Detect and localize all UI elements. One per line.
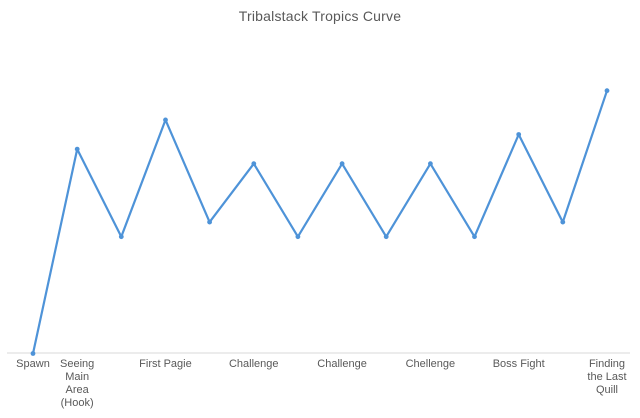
x-tick-label-line: Main bbox=[65, 371, 90, 383]
data-point-marker bbox=[118, 234, 124, 240]
x-tick-label-line: Chellenge bbox=[405, 358, 456, 370]
x-tick-label-line: Challenge bbox=[228, 358, 279, 370]
data-point-marker bbox=[251, 161, 257, 167]
data-point-marker bbox=[207, 219, 213, 225]
x-tick-label-line: Finding bbox=[588, 358, 626, 370]
data-point-marker bbox=[74, 146, 80, 152]
data-point-marker bbox=[604, 88, 610, 94]
data-point-marker bbox=[428, 161, 433, 167]
x-tick-label: Challenge bbox=[222, 358, 286, 371]
data-point-marker bbox=[30, 351, 36, 356]
x-tick-label-line: the Last bbox=[587, 371, 627, 383]
x-tick-label: Spawn bbox=[1, 358, 65, 371]
x-tick-label: First Pagie bbox=[133, 358, 197, 371]
x-tick-label: Seeing Main Area (Hook) bbox=[45, 358, 109, 410]
x-tick-label-line: Spawn bbox=[16, 358, 50, 370]
data-point-marker bbox=[472, 234, 477, 240]
x-tick-label: Chellenge bbox=[398, 358, 462, 371]
x-tick-label: Challenge bbox=[310, 358, 374, 371]
data-point-marker bbox=[560, 219, 566, 225]
x-tick-label: Finding the Last Quill bbox=[575, 358, 639, 397]
chart-title: Tribalstack Tropics Curve bbox=[238, 8, 402, 24]
x-tick-label-line: Boss Fight bbox=[492, 358, 545, 370]
data-point-marker bbox=[163, 117, 168, 123]
x-tick-label-line: Seeing bbox=[60, 358, 95, 370]
data-point-marker bbox=[383, 234, 389, 240]
x-tick-label-line: Quill bbox=[595, 384, 618, 396]
x-tick-label-line: Challenge bbox=[317, 358, 367, 370]
x-tick-label: Boss Fight bbox=[487, 358, 551, 371]
data-point-marker bbox=[516, 132, 522, 137]
data-line bbox=[31, 89, 609, 355]
x-tick-label-line: Area bbox=[65, 384, 89, 396]
data-point-marker bbox=[339, 161, 345, 167]
data-point-marker bbox=[295, 234, 301, 240]
x-tick-label-line: (Hook) bbox=[60, 397, 94, 409]
x-tick-label-line: First Pagie bbox=[139, 358, 192, 370]
